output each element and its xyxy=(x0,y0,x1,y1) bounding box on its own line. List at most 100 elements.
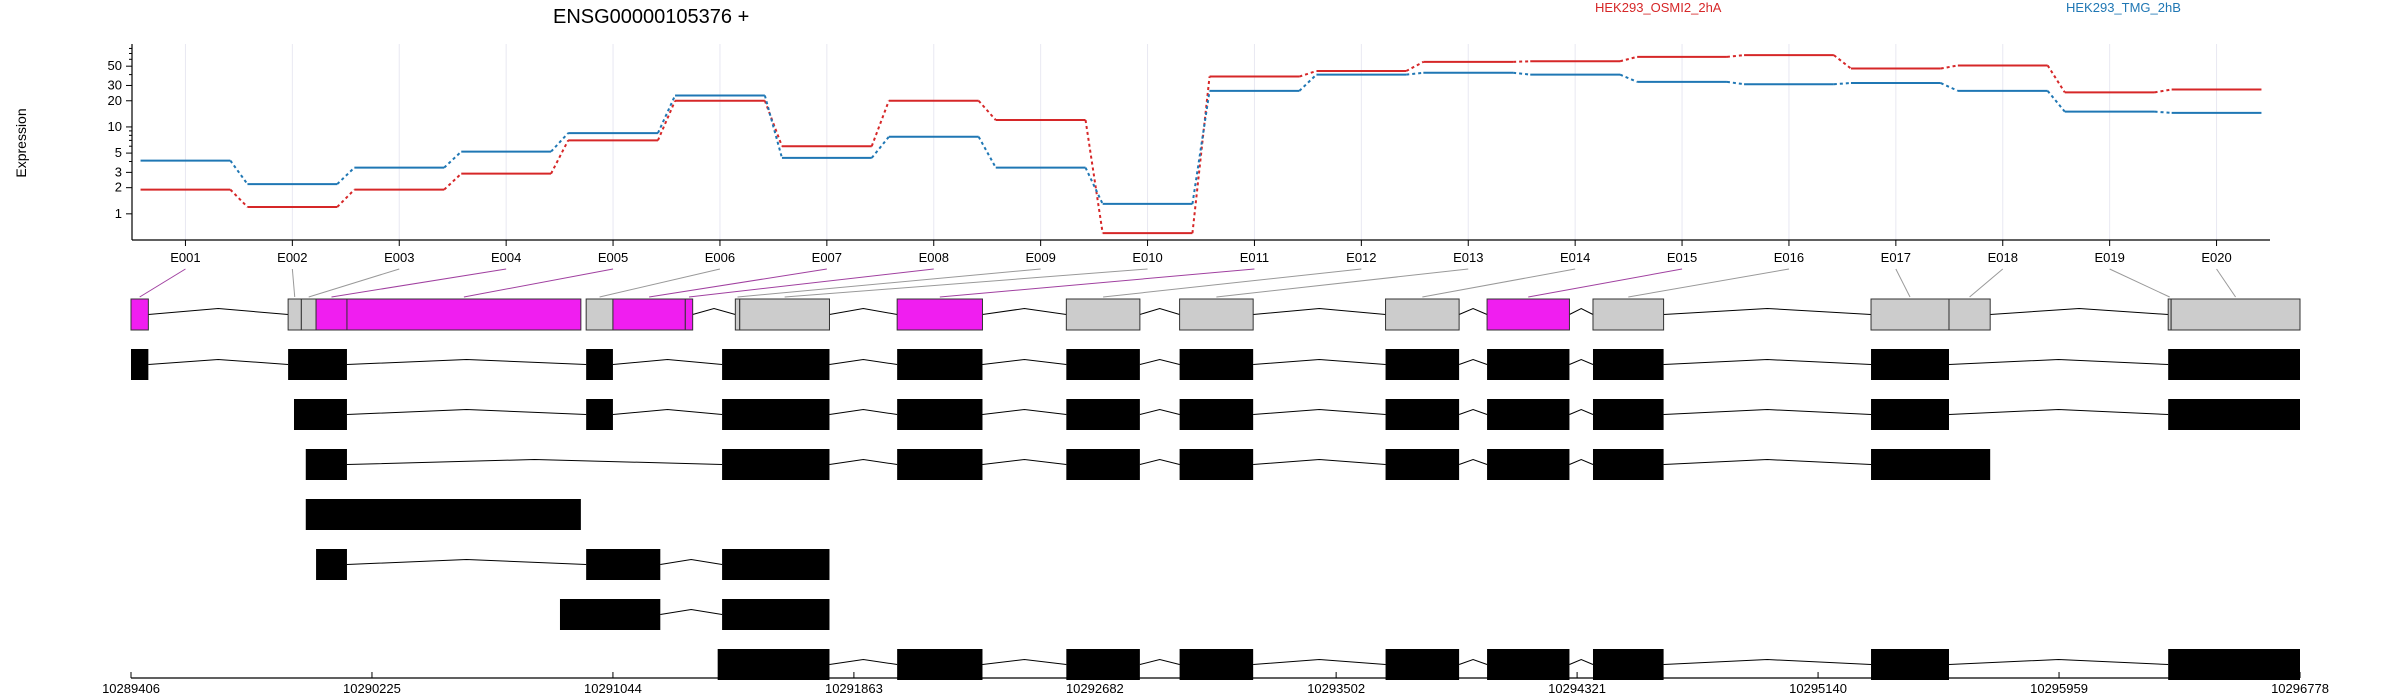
transcript-exon xyxy=(1179,649,1254,680)
transcript-exon xyxy=(1385,349,1460,380)
exon-axis: E001 E002 E003 E004 E005 E006 E007 E008 E009 E010… xyxy=(132,239,2270,265)
coord-tick-label: 10294321 xyxy=(1548,681,1606,696)
transition-E014 xyxy=(1619,55,1638,63)
exon-E002 xyxy=(287,298,302,331)
transcript-intron xyxy=(1458,408,1488,415)
transition-E011 xyxy=(1298,73,1318,92)
transcript-6 xyxy=(559,599,830,630)
connector-E006 xyxy=(599,268,721,298)
transition-E017 xyxy=(1940,64,1959,70)
y-tick-label: 5 xyxy=(115,145,122,160)
y-tick-label: 30 xyxy=(108,77,122,92)
transition-E008 xyxy=(977,100,997,121)
connector-E009 xyxy=(737,268,1041,298)
exon-E007 xyxy=(612,298,686,331)
transcript-exon xyxy=(722,449,830,480)
transcript-intron xyxy=(1948,408,2169,415)
transcript-exon xyxy=(316,549,347,580)
transcript-exon xyxy=(1871,399,1949,430)
exon-E015 xyxy=(1486,298,1570,331)
intron-line xyxy=(1663,307,1872,315)
transcript-exon xyxy=(2168,649,2300,680)
transcript-exon xyxy=(1592,399,1664,430)
transcript-intron xyxy=(982,358,1067,365)
transition-E014 xyxy=(1619,73,1638,83)
coord-tick-label: 10292682 xyxy=(1066,681,1124,696)
exon-connector-lines xyxy=(139,268,2236,298)
transcript-exon xyxy=(722,549,830,580)
coord-tick-label: 10295959 xyxy=(2030,681,2088,696)
exon-E017 xyxy=(1870,298,1950,331)
intron-line xyxy=(829,307,898,315)
transcript-intron xyxy=(1253,658,1386,665)
transition-E002 xyxy=(336,166,356,185)
transcript-intron xyxy=(982,658,1067,665)
exon-E016 xyxy=(1592,298,1665,331)
x-tick-label-E012: E012 xyxy=(1346,250,1376,265)
transcript-exon xyxy=(897,649,983,680)
transcript-intron xyxy=(1139,458,1180,465)
connector-E012 xyxy=(1103,268,1362,298)
transcript-exon xyxy=(1179,399,1254,430)
intron-line xyxy=(1458,307,1488,315)
intron-line xyxy=(1139,307,1180,315)
connector-E005 xyxy=(463,268,614,298)
transcript-intron xyxy=(1569,358,1594,365)
connector-E015 xyxy=(1528,268,1683,298)
intron-line xyxy=(1253,307,1386,315)
transcript-exon xyxy=(1871,349,1949,380)
x-tick-label-E003: E003 xyxy=(384,250,414,265)
transition-E010 xyxy=(1191,76,1211,234)
coord-tick-label: 10291044 xyxy=(584,681,642,696)
transcript-intron xyxy=(1458,358,1488,365)
coord-tick-label: 10296778 xyxy=(2271,681,2329,696)
transcript-exon xyxy=(1385,449,1460,480)
transcript-exon xyxy=(2168,399,2300,430)
transition-E003 xyxy=(443,150,462,169)
transition-E012 xyxy=(1406,71,1424,76)
exon-E008 xyxy=(684,298,694,331)
transcript-intron xyxy=(1663,658,1872,665)
transcript-exon xyxy=(1066,649,1140,680)
transition-E011 xyxy=(1299,70,1317,78)
transcript-intron xyxy=(1663,458,1872,465)
transition-E013 xyxy=(1513,60,1531,63)
transcript-5 xyxy=(316,549,830,580)
series-HEK293_TMG_2hB xyxy=(140,71,2262,205)
transcript-intron xyxy=(346,358,587,365)
y-axis-label: Expression xyxy=(13,108,29,177)
transition-E018 xyxy=(2046,90,2066,113)
transcript-exon xyxy=(288,349,347,380)
transcript-intron xyxy=(1139,408,1180,415)
transition-E016 xyxy=(1833,82,1852,86)
exon-E018 xyxy=(1948,298,1991,331)
x-tick-label-E005: E005 xyxy=(598,250,628,265)
transition-E005 xyxy=(657,95,676,134)
legend-osmi2: HEK293_OSMI2_2hA xyxy=(1595,0,1722,15)
coord-tick-label: 10293502 xyxy=(1307,681,1365,696)
x-tick-label-E015: E015 xyxy=(1667,250,1697,265)
transcript-tracks xyxy=(131,349,2300,680)
transcript-exon xyxy=(559,599,661,630)
coord-tick-label: 10290225 xyxy=(343,681,401,696)
transcript-exon xyxy=(722,399,830,430)
transition-E017 xyxy=(1940,82,1959,92)
transcript-exon xyxy=(897,349,983,380)
transcript-1 xyxy=(131,349,2300,380)
transcript-7 xyxy=(717,649,2300,680)
transcript-exon xyxy=(2168,349,2300,380)
connector-E004 xyxy=(331,268,507,298)
transcript-exon xyxy=(1487,349,1570,380)
transcript-exon xyxy=(1066,449,1140,480)
connector-E007 xyxy=(649,268,827,298)
transition-E007 xyxy=(870,100,890,147)
transition-E015 xyxy=(1726,54,1745,58)
connector-E020 xyxy=(2216,268,2236,298)
transition-E003 xyxy=(443,172,462,191)
transcript-exon xyxy=(131,349,149,380)
transition-E009 xyxy=(1084,167,1104,205)
transcript-intron xyxy=(1458,458,1488,465)
transcript-intron xyxy=(1253,358,1386,365)
transcript-exon xyxy=(1385,399,1460,430)
connector-E010 xyxy=(784,268,1148,298)
